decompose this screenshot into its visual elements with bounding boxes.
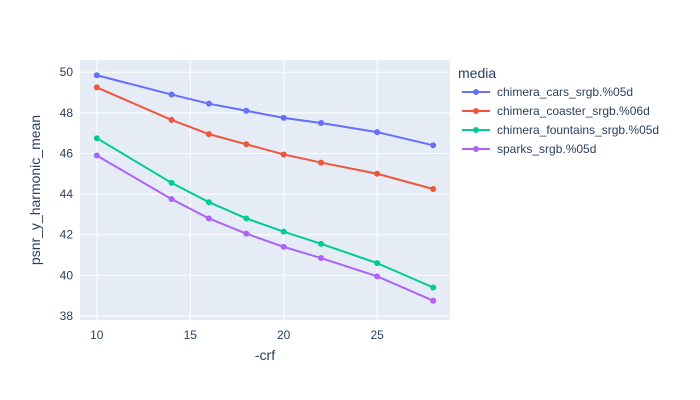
legend-swatch-marker xyxy=(473,108,479,114)
series-1 xyxy=(93,84,437,192)
data-point xyxy=(205,215,212,222)
series-0 xyxy=(93,72,437,149)
y-tick-label: 38 xyxy=(60,309,74,323)
series-2 xyxy=(93,135,437,291)
data-point xyxy=(430,297,437,304)
legend-item[interactable]: chimera_coaster_srgb.%06d xyxy=(462,104,650,118)
data-point xyxy=(93,84,100,91)
data-point xyxy=(93,152,100,159)
data-point xyxy=(280,243,287,250)
legend-label: chimera_fountains_srgb.%05d xyxy=(497,123,659,137)
legend-label: chimera_cars_srgb.%05d xyxy=(497,85,633,99)
data-point xyxy=(168,91,175,98)
y-axis-ticks: 38 40 42 44 46 48 50 xyxy=(60,65,74,323)
data-point xyxy=(430,185,437,192)
x-axis-ticks: 10 15 20 25 xyxy=(90,328,384,342)
y-tick-label: 44 xyxy=(60,187,74,201)
data-point xyxy=(280,151,287,158)
legend: media chimera_cars_srgb.%05d chimera_coas… xyxy=(458,65,659,156)
y-tick-label: 50 xyxy=(60,65,74,79)
data-point xyxy=(205,199,212,206)
data-point xyxy=(168,116,175,123)
y-tick-label: 42 xyxy=(60,228,74,242)
x-tick-label: 10 xyxy=(90,328,104,342)
series-layer xyxy=(93,72,437,304)
data-point xyxy=(93,135,100,142)
data-point xyxy=(374,273,381,280)
series-line xyxy=(96,86,434,190)
legend-item[interactable]: chimera_cars_srgb.%05d xyxy=(462,85,633,99)
legend-label: chimera_coaster_srgb.%06d xyxy=(497,104,650,118)
series-line xyxy=(96,154,434,302)
data-point xyxy=(93,72,100,79)
data-point xyxy=(243,107,250,114)
legend-swatch-marker xyxy=(473,127,479,133)
data-point xyxy=(280,114,287,121)
legend-item[interactable]: sparks_srgb.%05d xyxy=(462,142,596,156)
data-point xyxy=(168,179,175,186)
data-point xyxy=(205,100,212,107)
x-axis-title: -crf xyxy=(255,347,275,363)
data-point xyxy=(318,240,325,247)
data-point xyxy=(280,228,287,235)
grid-lines xyxy=(80,60,450,320)
data-point xyxy=(243,230,250,237)
x-tick-label: 15 xyxy=(184,328,198,342)
data-point xyxy=(318,159,325,166)
y-axis-title: psnr_y_harmonic_mean xyxy=(27,115,43,265)
series-line xyxy=(96,137,434,289)
data-point xyxy=(318,255,325,262)
legend-swatch-marker xyxy=(473,89,479,95)
series-line xyxy=(96,74,434,147)
data-point xyxy=(374,260,381,267)
data-point xyxy=(243,141,250,148)
legend-swatch-marker xyxy=(473,146,479,152)
data-point xyxy=(430,284,437,291)
legend-label: sparks_srgb.%05d xyxy=(497,142,596,156)
y-tick-label: 40 xyxy=(60,268,74,282)
legend-title: media xyxy=(458,65,496,81)
data-point xyxy=(168,196,175,203)
data-point xyxy=(318,119,325,126)
x-tick-label: 20 xyxy=(277,328,291,342)
y-tick-label: 46 xyxy=(60,146,74,160)
data-point xyxy=(374,170,381,177)
plot-area xyxy=(80,60,450,320)
data-point xyxy=(374,129,381,136)
data-point xyxy=(205,131,212,138)
data-point xyxy=(430,142,437,149)
legend-item[interactable]: chimera_fountains_srgb.%05d xyxy=(462,123,659,137)
x-tick-label: 25 xyxy=(370,328,384,342)
y-tick-label: 48 xyxy=(60,106,74,120)
series-3 xyxy=(93,152,437,304)
data-point xyxy=(243,215,250,222)
